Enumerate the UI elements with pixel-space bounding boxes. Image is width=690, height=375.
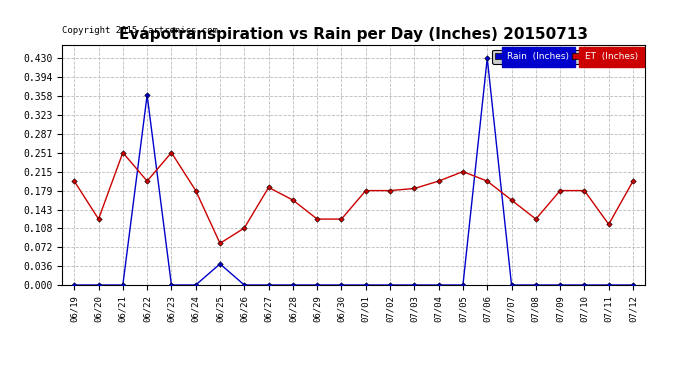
Text: Copyright 2015 Cartronics.com: Copyright 2015 Cartronics.com [62,26,218,35]
Title: Evapotranspiration vs Rain per Day (Inches) 20150713: Evapotranspiration vs Rain per Day (Inch… [119,27,588,42]
Legend: Rain  (Inches), ET  (Inches): Rain (Inches), ET (Inches) [492,50,640,64]
